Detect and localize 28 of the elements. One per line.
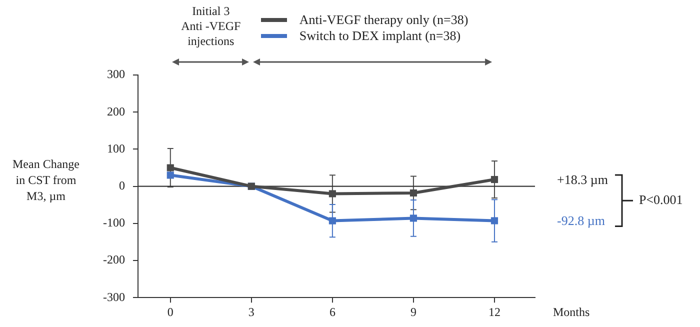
text: +18.3 µm (557, 172, 608, 188)
x-tick-label: 12 (488, 304, 500, 319)
point (166, 172, 174, 179)
x-tick-label: 9 (410, 304, 416, 319)
point (328, 190, 336, 198)
y-tick-label: -100 (102, 216, 125, 230)
y-tick-label: -300 (102, 290, 125, 304)
text: -92.8 µm (557, 212, 605, 229)
y-tick-label: -200 (102, 252, 125, 267)
point (328, 217, 336, 224)
legend-label: Anti-VEGF therapy only (n=38) (299, 12, 468, 28)
text: P<0.001 (639, 192, 683, 208)
point (410, 214, 418, 222)
x-tick-label: 0 (167, 304, 174, 319)
y-axis-title: Mean Change in CST from M3, µm (12, 156, 80, 204)
x-tick-label: 3 (248, 304, 254, 319)
point (410, 189, 418, 197)
point (490, 176, 498, 184)
point (166, 164, 174, 172)
y-tick-label: 300 (106, 67, 125, 82)
y-tick-label: 0 (118, 178, 125, 192)
y-tick-label: 100 (106, 141, 125, 156)
legend-label: Switch to DEX implant (n=38) (299, 28, 461, 44)
y-tick-label: 200 (106, 104, 125, 118)
x-axis-title: Months (553, 304, 590, 320)
point (490, 217, 498, 224)
x-tick-label: 6 (329, 304, 336, 319)
text: Initial 3 Anti -VEGF injections (180, 4, 242, 49)
